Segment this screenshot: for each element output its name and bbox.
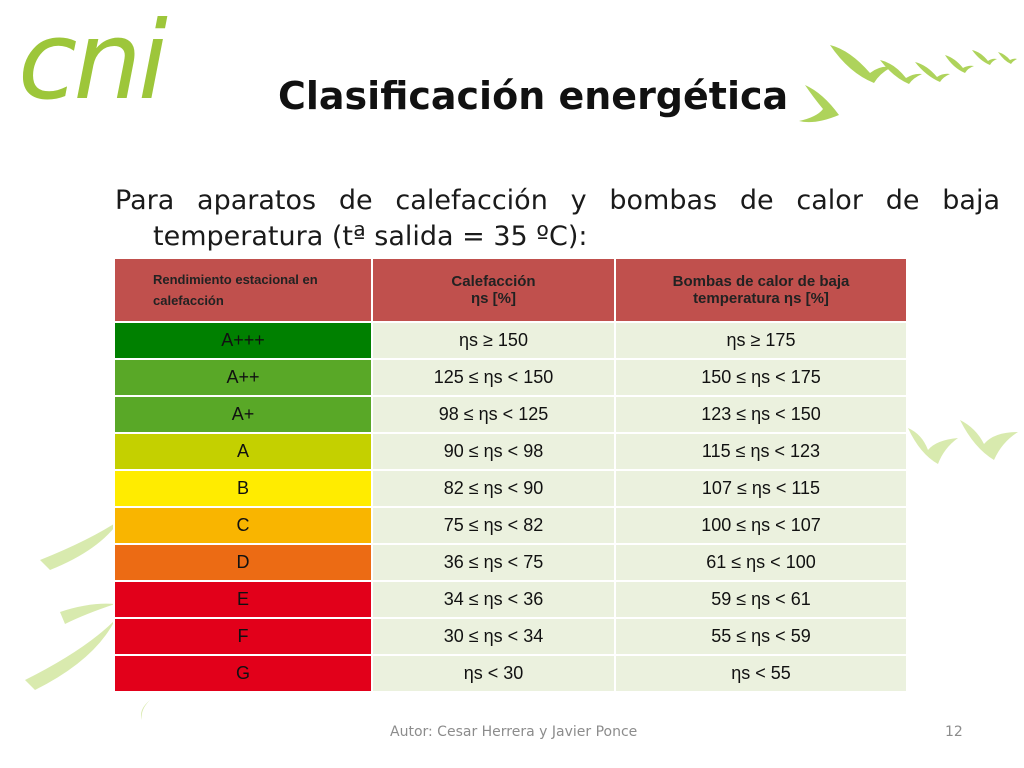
- heating-range-cell: ηs < 30: [371, 654, 616, 693]
- table-row: A 90 ≤ ηs < 98 115 ≤ ηs < 123: [113, 432, 908, 471]
- energy-class-cell: A: [113, 432, 373, 471]
- header-seasonal-efficiency: Rendimiento estacional en calefacción: [113, 257, 373, 323]
- heat-pump-range-cell: 61 ≤ ηs < 100: [614, 543, 908, 582]
- table-row: B 82 ≤ ηs < 90 107 ≤ ηs < 115: [113, 469, 908, 508]
- heating-range-cell: 90 ≤ ηs < 98: [371, 432, 616, 471]
- header-heat-pump-unit: temperatura ηs [%]: [693, 290, 829, 307]
- table-header-row: Rendimiento estacional en calefacción Ca…: [113, 257, 908, 323]
- energy-class-cell: A+++: [113, 321, 373, 360]
- energy-class-cell: D: [113, 543, 373, 582]
- header-heat-pump-title: Bombas de calor de baja: [672, 273, 850, 290]
- heat-pump-range-cell: 123 ≤ ηs < 150: [614, 395, 908, 434]
- table-row: A++ 125 ≤ ηs < 150 150 ≤ ηs < 175: [113, 358, 908, 397]
- energy-class-cell: A++: [113, 358, 373, 397]
- table-row: A+ 98 ≤ ηs < 125 123 ≤ ηs < 150: [113, 395, 908, 434]
- energy-class-cell: B: [113, 469, 373, 508]
- heat-pump-range-cell: 100 ≤ ηs < 107: [614, 506, 908, 545]
- table-row: D 36 ≤ ηs < 75 61 ≤ ηs < 100: [113, 543, 908, 582]
- energy-class-cell: G: [113, 654, 373, 693]
- heat-pump-range-cell: ηs ≥ 175: [614, 321, 908, 360]
- header-heat-pump: Bombas de calor de baja temperatura ηs […: [614, 257, 908, 323]
- energy-class-cell: F: [113, 617, 373, 656]
- heating-range-cell: 82 ≤ ηs < 90: [371, 469, 616, 508]
- header-heating-title: Calefacción: [451, 273, 536, 290]
- slide-title: Clasificación energética: [278, 74, 789, 118]
- footer-author: Autor: Cesar Herrera y Javier Ponce: [390, 724, 638, 740]
- heat-pump-range-cell: 59 ≤ ηs < 61: [614, 580, 908, 619]
- page-number: 12: [945, 724, 963, 740]
- heating-range-cell: 75 ≤ ηs < 82: [371, 506, 616, 545]
- energy-class-cell: A+: [113, 395, 373, 434]
- table-row: E 34 ≤ ηs < 36 59 ≤ ηs < 61: [113, 580, 908, 619]
- heating-range-cell: 125 ≤ ηs < 150: [371, 358, 616, 397]
- table-row: A+++ ηs ≥ 150 ηs ≥ 175: [113, 321, 908, 360]
- heat-pump-range-cell: 55 ≤ ηs < 59: [614, 617, 908, 656]
- heating-range-cell: 98 ≤ ηs < 125: [371, 395, 616, 434]
- heat-pump-range-cell: 107 ≤ ηs < 115: [614, 469, 908, 508]
- energy-class-cell: C: [113, 506, 373, 545]
- header-heating-unit: ηs [%]: [471, 290, 516, 307]
- cni-logo: cni: [18, 0, 168, 124]
- table-body: A+++ ηs ≥ 150 ηs ≥ 175 A++ 125 ≤ ηs < 150 150…: [113, 321, 908, 693]
- heating-range-cell: 34 ≤ ηs < 36: [371, 580, 616, 619]
- energy-class-cell: E: [113, 580, 373, 619]
- header-heating: Calefacción ηs [%]: [371, 257, 616, 323]
- table-row: F 30 ≤ ηs < 34 55 ≤ ηs < 59: [113, 617, 908, 656]
- heat-pump-range-cell: 115 ≤ ηs < 123: [614, 432, 908, 471]
- heating-range-cell: ηs ≥ 150: [371, 321, 616, 360]
- intro-text: Para aparatos de calefacción y bombas de…: [115, 185, 1000, 252]
- heat-pump-range-cell: 150 ≤ ηs < 175: [614, 358, 908, 397]
- energy-class-table: Rendimiento estacional en calefacción Ca…: [113, 257, 908, 693]
- heating-range-cell: 30 ≤ ηs < 34: [371, 617, 616, 656]
- heating-range-cell: 36 ≤ ηs < 75: [371, 543, 616, 582]
- table-row: C 75 ≤ ηs < 82 100 ≤ ηs < 107: [113, 506, 908, 545]
- heat-pump-range-cell: ηs < 55: [614, 654, 908, 693]
